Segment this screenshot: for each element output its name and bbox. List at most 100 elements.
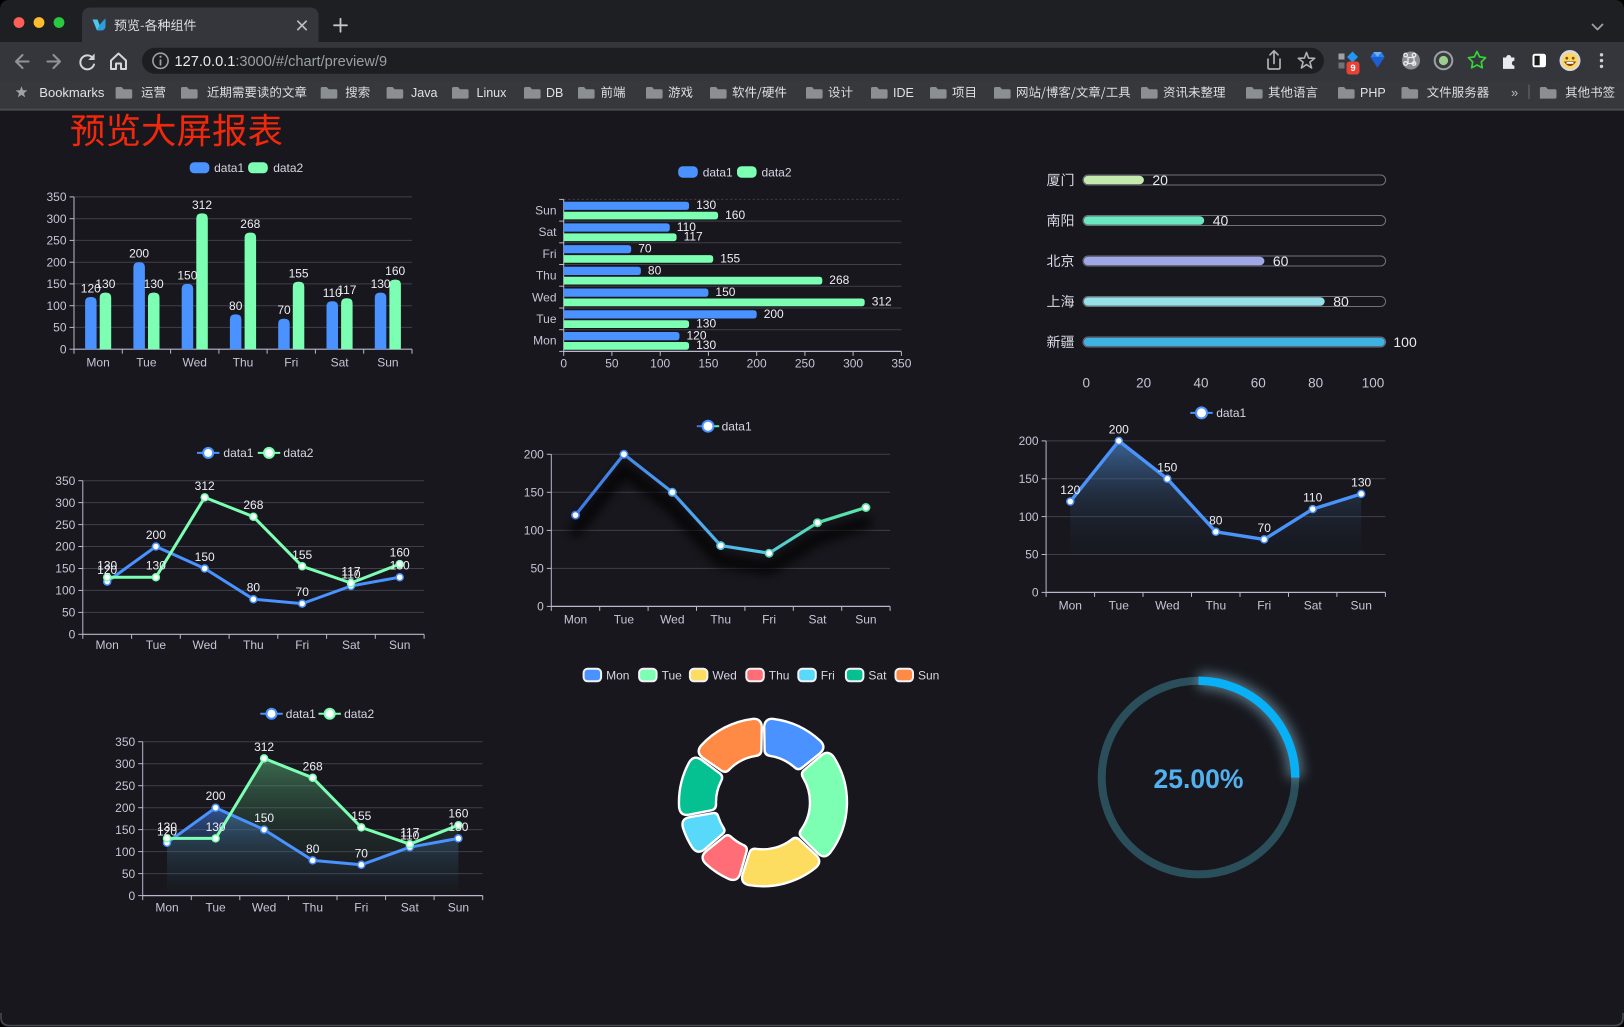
svg-text:Sat: Sat	[331, 355, 350, 369]
svg-text:200: 200	[46, 255, 66, 269]
svg-text:120: 120	[1060, 483, 1080, 497]
svg-text:200: 200	[747, 357, 767, 371]
svg-text:Tue: Tue	[536, 312, 557, 326]
svg-text:Fri: Fri	[295, 638, 309, 652]
svg-text:Fri: Fri	[1257, 598, 1271, 612]
svg-text:50: 50	[1025, 548, 1039, 562]
svg-text:50: 50	[122, 867, 136, 881]
svg-text:350: 350	[891, 357, 911, 371]
svg-text:data2: data2	[283, 446, 313, 460]
svg-text:117: 117	[684, 230, 703, 244]
svg-text:60: 60	[1273, 253, 1289, 269]
svg-text:Mon: Mon	[155, 901, 178, 915]
svg-text:Sat: Sat	[538, 225, 557, 239]
svg-text:200: 200	[206, 789, 226, 803]
svg-text:150: 150	[715, 285, 735, 299]
svg-text:150: 150	[195, 550, 215, 564]
svg-text:120: 120	[687, 329, 707, 343]
svg-text:130: 130	[206, 820, 226, 834]
svg-text:80: 80	[1333, 294, 1349, 310]
svg-text:350: 350	[115, 735, 135, 749]
svg-text:200: 200	[146, 528, 166, 542]
svg-text:100: 100	[115, 845, 135, 859]
svg-text:268: 268	[303, 759, 323, 773]
svg-text:Thu: Thu	[243, 638, 264, 652]
svg-text:312: 312	[254, 740, 274, 754]
svg-text:0: 0	[560, 357, 567, 371]
svg-text:0: 0	[60, 342, 67, 356]
svg-text:80: 80	[247, 581, 261, 595]
svg-text:Mon: Mon	[564, 612, 587, 626]
svg-text:300: 300	[55, 496, 75, 510]
svg-text:350: 350	[55, 474, 75, 488]
svg-text:130: 130	[696, 317, 716, 331]
svg-text:312: 312	[192, 198, 212, 212]
svg-text:200: 200	[1019, 434, 1039, 448]
svg-text:117: 117	[337, 283, 356, 297]
svg-text:IDE: IDE	[893, 86, 914, 100]
svg-text:100: 100	[55, 584, 75, 598]
svg-text:Bookmarks: Bookmarks	[39, 85, 105, 100]
svg-text:130: 130	[696, 198, 716, 212]
svg-text:70: 70	[1258, 521, 1272, 535]
svg-text:Sun: Sun	[918, 668, 939, 682]
svg-text:Wed: Wed	[532, 290, 556, 304]
svg-text:117: 117	[400, 826, 419, 840]
svg-text:160: 160	[385, 264, 405, 278]
svg-text:Wed: Wed	[182, 355, 206, 369]
svg-text:130: 130	[144, 277, 164, 291]
svg-text:350: 350	[46, 190, 66, 204]
svg-text:data1: data1	[214, 161, 244, 175]
svg-text:data1: data1	[286, 707, 316, 721]
svg-text:data1: data1	[703, 166, 733, 180]
svg-text:Mon: Mon	[96, 638, 119, 652]
svg-text:130: 130	[371, 277, 391, 291]
svg-text:Tue: Tue	[1109, 598, 1130, 612]
svg-text:150: 150	[177, 268, 197, 282]
svg-text:Mon: Mon	[1059, 598, 1082, 612]
svg-text:100: 100	[1019, 510, 1039, 524]
svg-text:Wed: Wed	[252, 901, 276, 915]
svg-text:20: 20	[1136, 376, 1151, 391]
svg-text:Tue: Tue	[614, 612, 635, 626]
svg-text:Sun: Sun	[377, 355, 398, 369]
svg-text:Thu: Thu	[233, 355, 254, 369]
svg-text:130: 130	[95, 277, 115, 291]
svg-text:250: 250	[55, 518, 75, 532]
svg-text:110: 110	[1303, 491, 1322, 505]
svg-text:80: 80	[229, 299, 243, 313]
svg-text:Sun: Sun	[1351, 598, 1372, 612]
svg-text:200: 200	[1109, 422, 1129, 436]
svg-text:0: 0	[129, 889, 136, 903]
svg-text:110: 110	[341, 568, 360, 582]
svg-text:Fri: Fri	[821, 668, 835, 682]
svg-text:Thu: Thu	[302, 901, 323, 915]
svg-text:110: 110	[323, 286, 342, 300]
svg-text:200: 200	[524, 448, 544, 462]
svg-text:Thu: Thu	[536, 269, 557, 283]
svg-text:0: 0	[1083, 376, 1091, 391]
svg-text:0: 0	[69, 628, 76, 642]
svg-text:150: 150	[524, 486, 544, 500]
svg-text:Wed: Wed	[712, 668, 736, 682]
svg-text:150: 150	[1019, 472, 1039, 486]
svg-text:80: 80	[648, 263, 662, 277]
svg-text:200: 200	[115, 801, 135, 815]
svg-text:Tue: Tue	[662, 668, 683, 682]
svg-text:Sat: Sat	[401, 901, 420, 915]
svg-text:Fri: Fri	[284, 355, 298, 369]
svg-text:Sat: Sat	[868, 668, 887, 682]
svg-text:120: 120	[157, 824, 177, 838]
svg-text:Wed: Wed	[192, 638, 216, 652]
svg-text:120: 120	[81, 282, 101, 296]
svg-text:130: 130	[390, 559, 410, 573]
svg-text:130: 130	[1351, 475, 1371, 489]
svg-text:Thu: Thu	[769, 668, 790, 682]
svg-text:110: 110	[677, 220, 696, 234]
svg-text:Mon: Mon	[533, 334, 556, 348]
svg-text:Thu: Thu	[710, 612, 731, 626]
svg-text:data2: data2	[273, 161, 303, 175]
svg-text:120: 120	[97, 563, 117, 577]
svg-text:250: 250	[46, 234, 66, 248]
svg-text:130: 130	[146, 559, 166, 573]
